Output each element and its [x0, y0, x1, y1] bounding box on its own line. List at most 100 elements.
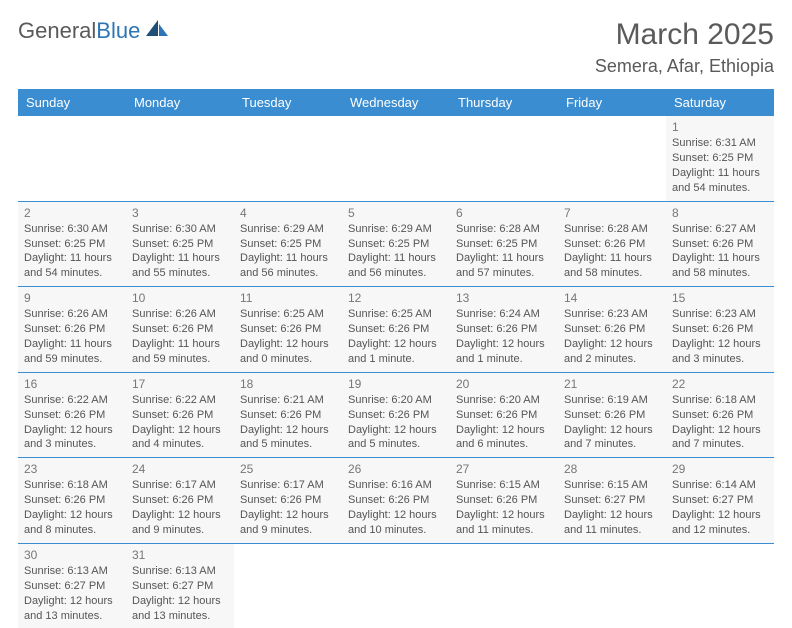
- sunrise-text: Sunrise: 6:28 AM: [564, 222, 660, 237]
- sunrise-text: Sunrise: 6:23 AM: [564, 307, 660, 322]
- calendar-cell: 4Sunrise: 6:29 AMSunset: 6:25 PMDaylight…: [234, 201, 342, 287]
- calendar-cell: 8Sunrise: 6:27 AMSunset: 6:26 PMDaylight…: [666, 201, 774, 287]
- sunset-text: Sunset: 6:27 PM: [564, 493, 660, 508]
- calendar-cell: [558, 543, 666, 628]
- day-number: 27: [456, 461, 552, 477]
- daylight-text: Daylight: 12 hours and 13 minutes.: [132, 594, 228, 624]
- sunrise-text: Sunrise: 6:30 AM: [132, 222, 228, 237]
- sunrise-text: Sunrise: 6:19 AM: [564, 393, 660, 408]
- calendar-cell: 26Sunrise: 6:16 AMSunset: 6:26 PMDayligh…: [342, 458, 450, 544]
- day-number: 9: [24, 290, 120, 306]
- daylight-text: Daylight: 12 hours and 4 minutes.: [132, 423, 228, 453]
- day-number: 2: [24, 205, 120, 221]
- calendar-week: 16Sunrise: 6:22 AMSunset: 6:26 PMDayligh…: [18, 372, 774, 458]
- calendar-body: 1Sunrise: 6:31 AMSunset: 6:25 PMDaylight…: [18, 116, 774, 628]
- sunset-text: Sunset: 6:27 PM: [24, 579, 120, 594]
- sunrise-text: Sunrise: 6:23 AM: [672, 307, 768, 322]
- sunrise-text: Sunrise: 6:26 AM: [132, 307, 228, 322]
- calendar-cell: 5Sunrise: 6:29 AMSunset: 6:25 PMDaylight…: [342, 201, 450, 287]
- header: GeneralBlue March 2025 Semera, Afar, Eth…: [18, 18, 774, 77]
- sunrise-text: Sunrise: 6:29 AM: [348, 222, 444, 237]
- sunrise-text: Sunrise: 6:29 AM: [240, 222, 336, 237]
- daylight-text: Daylight: 11 hours and 58 minutes.: [564, 251, 660, 281]
- daylight-text: Daylight: 11 hours and 55 minutes.: [132, 251, 228, 281]
- daylight-text: Daylight: 12 hours and 7 minutes.: [672, 423, 768, 453]
- calendar-cell: 10Sunrise: 6:26 AMSunset: 6:26 PMDayligh…: [126, 287, 234, 373]
- daylight-text: Daylight: 12 hours and 7 minutes.: [564, 423, 660, 453]
- calendar-cell: 19Sunrise: 6:20 AMSunset: 6:26 PMDayligh…: [342, 372, 450, 458]
- sunrise-text: Sunrise: 6:13 AM: [132, 564, 228, 579]
- day-number: 25: [240, 461, 336, 477]
- daylight-text: Daylight: 11 hours and 57 minutes.: [456, 251, 552, 281]
- calendar-cell: 18Sunrise: 6:21 AMSunset: 6:26 PMDayligh…: [234, 372, 342, 458]
- calendar-cell: 13Sunrise: 6:24 AMSunset: 6:26 PMDayligh…: [450, 287, 558, 373]
- sunset-text: Sunset: 6:26 PM: [240, 322, 336, 337]
- day-number: 26: [348, 461, 444, 477]
- daylight-text: Daylight: 11 hours and 54 minutes.: [24, 251, 120, 281]
- day-number: 30: [24, 547, 120, 563]
- sunset-text: Sunset: 6:26 PM: [240, 493, 336, 508]
- calendar-cell: 27Sunrise: 6:15 AMSunset: 6:26 PMDayligh…: [450, 458, 558, 544]
- calendar-cell: 2Sunrise: 6:30 AMSunset: 6:25 PMDaylight…: [18, 201, 126, 287]
- day-number: 3: [132, 205, 228, 221]
- sunrise-text: Sunrise: 6:24 AM: [456, 307, 552, 322]
- day-number: 12: [348, 290, 444, 306]
- day-number: 22: [672, 376, 768, 392]
- sunset-text: Sunset: 6:26 PM: [24, 493, 120, 508]
- day-number: 28: [564, 461, 660, 477]
- sunrise-text: Sunrise: 6:20 AM: [348, 393, 444, 408]
- sunrise-text: Sunrise: 6:16 AM: [348, 478, 444, 493]
- sunset-text: Sunset: 6:25 PM: [24, 237, 120, 252]
- calendar-cell: 15Sunrise: 6:23 AMSunset: 6:26 PMDayligh…: [666, 287, 774, 373]
- sunset-text: Sunset: 6:26 PM: [348, 408, 444, 423]
- day-number: 20: [456, 376, 552, 392]
- weekday-header: Wednesday: [342, 89, 450, 116]
- month-title: March 2025: [595, 18, 774, 52]
- sunset-text: Sunset: 6:26 PM: [564, 408, 660, 423]
- day-number: 24: [132, 461, 228, 477]
- sunset-text: Sunset: 6:26 PM: [456, 322, 552, 337]
- day-number: 29: [672, 461, 768, 477]
- sunset-text: Sunset: 6:27 PM: [132, 579, 228, 594]
- sunset-text: Sunset: 6:26 PM: [672, 237, 768, 252]
- daylight-text: Daylight: 12 hours and 13 minutes.: [24, 594, 120, 624]
- sunrise-text: Sunrise: 6:15 AM: [564, 478, 660, 493]
- calendar-cell: 16Sunrise: 6:22 AMSunset: 6:26 PMDayligh…: [18, 372, 126, 458]
- calendar-cell: 23Sunrise: 6:18 AMSunset: 6:26 PMDayligh…: [18, 458, 126, 544]
- sunset-text: Sunset: 6:26 PM: [456, 493, 552, 508]
- weekday-header: Sunday: [18, 89, 126, 116]
- day-number: 16: [24, 376, 120, 392]
- sunrise-text: Sunrise: 6:18 AM: [672, 393, 768, 408]
- location: Semera, Afar, Ethiopia: [595, 56, 774, 77]
- daylight-text: Daylight: 12 hours and 9 minutes.: [132, 508, 228, 538]
- sunrise-text: Sunrise: 6:20 AM: [456, 393, 552, 408]
- sunset-text: Sunset: 6:26 PM: [564, 322, 660, 337]
- calendar-cell: 14Sunrise: 6:23 AMSunset: 6:26 PMDayligh…: [558, 287, 666, 373]
- weekday-header: Saturday: [666, 89, 774, 116]
- sunset-text: Sunset: 6:26 PM: [132, 408, 228, 423]
- daylight-text: Daylight: 12 hours and 5 minutes.: [348, 423, 444, 453]
- sunset-text: Sunset: 6:26 PM: [132, 493, 228, 508]
- daylight-text: Daylight: 12 hours and 9 minutes.: [240, 508, 336, 538]
- day-number: 15: [672, 290, 768, 306]
- weekday-header: Monday: [126, 89, 234, 116]
- sunset-text: Sunset: 6:26 PM: [24, 408, 120, 423]
- calendar-cell: [18, 116, 126, 201]
- sunset-text: Sunset: 6:26 PM: [240, 408, 336, 423]
- daylight-text: Daylight: 12 hours and 2 minutes.: [564, 337, 660, 367]
- sunrise-text: Sunrise: 6:14 AM: [672, 478, 768, 493]
- weekday-header: Friday: [558, 89, 666, 116]
- calendar-cell: 3Sunrise: 6:30 AMSunset: 6:25 PMDaylight…: [126, 201, 234, 287]
- sunrise-text: Sunrise: 6:17 AM: [240, 478, 336, 493]
- sunset-text: Sunset: 6:26 PM: [456, 408, 552, 423]
- day-number: 18: [240, 376, 336, 392]
- calendar-cell: 9Sunrise: 6:26 AMSunset: 6:26 PMDaylight…: [18, 287, 126, 373]
- sunrise-text: Sunrise: 6:28 AM: [456, 222, 552, 237]
- calendar-cell: [342, 116, 450, 201]
- calendar-cell: 25Sunrise: 6:17 AMSunset: 6:26 PMDayligh…: [234, 458, 342, 544]
- day-number: 11: [240, 290, 336, 306]
- logo-part1: General: [18, 18, 96, 44]
- calendar-week: 30Sunrise: 6:13 AMSunset: 6:27 PMDayligh…: [18, 543, 774, 628]
- title-block: March 2025 Semera, Afar, Ethiopia: [595, 18, 774, 77]
- calendar-week: 1Sunrise: 6:31 AMSunset: 6:25 PMDaylight…: [18, 116, 774, 201]
